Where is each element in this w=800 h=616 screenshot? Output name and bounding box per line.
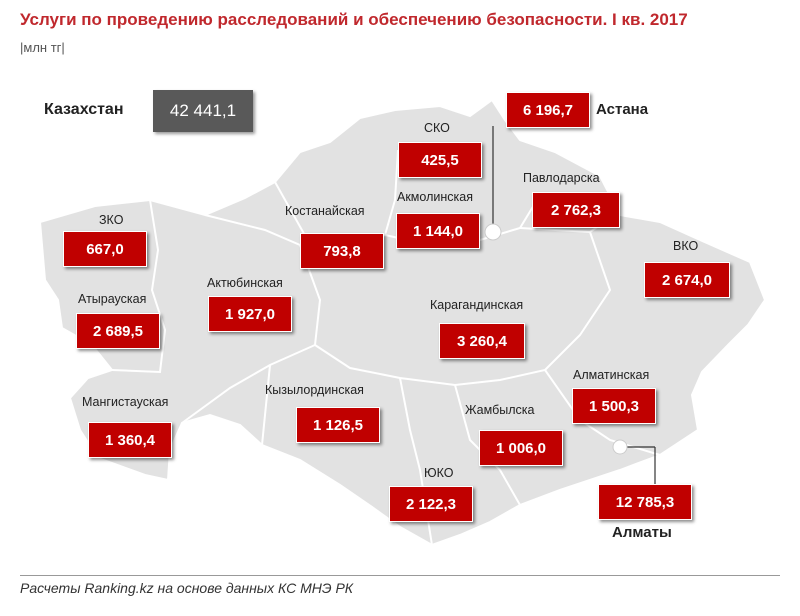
value-kostanay: 793,8 <box>300 233 384 269</box>
astana-marker <box>484 223 502 241</box>
region-label-kyzylorda: Кызылординская <box>265 383 364 397</box>
total-value: 42 441,1 <box>153 90 253 132</box>
region-label-almaty-region: Алматинская <box>573 368 650 382</box>
value-kyzylorda: 1 126,5 <box>296 407 380 443</box>
region-label-mangystau: Мангистауская <box>82 395 169 409</box>
value-almaty-city: 12 785,3 <box>598 484 692 520</box>
value-yuko: 2 122,3 <box>389 486 473 522</box>
value-mangystau: 1 360,4 <box>88 422 172 458</box>
unit-label: |млн тг| <box>20 40 65 55</box>
value-almaty-region: 1 500,3 <box>572 388 656 424</box>
region-label-karaganda: Карагандинская <box>430 298 524 312</box>
value-zhambyl: 1 006,0 <box>479 430 563 466</box>
region-label-sko: СКО <box>424 121 450 135</box>
region-label-zko: ЗКО <box>99 213 124 227</box>
city-label-almaty: Алматы <box>612 524 672 541</box>
value-sko: 425,5 <box>398 142 482 178</box>
region-label-kostanay: Костанайская <box>285 204 365 218</box>
region-label-pavlodar: Павлодарска <box>523 171 600 185</box>
region-label-zhambyl: Жамбылска <box>465 403 535 417</box>
value-zko: 667,0 <box>63 231 147 267</box>
source-footnote: Расчеты Ranking.kz на основе данных КС М… <box>20 580 354 596</box>
footer-divider <box>20 575 780 576</box>
value-karaganda: 3 260,4 <box>439 323 525 359</box>
value-pavlodar: 2 762,3 <box>532 192 620 228</box>
value-astana: 6 196,7 <box>506 92 590 128</box>
page-title: Услуги по проведению расследований и обе… <box>20 10 688 29</box>
value-atyrau: 2 689,5 <box>76 313 160 349</box>
almaty-marker <box>612 439 628 455</box>
value-vko: 2 674,0 <box>644 262 730 298</box>
region-label-atyrau: Атырауская <box>78 292 147 306</box>
value-aktobe: 1 927,0 <box>208 296 292 332</box>
total-label: Казахстан <box>44 101 124 118</box>
region-label-yuko: ЮКО <box>424 466 454 480</box>
region-label-akmola: Акмолинская <box>397 190 473 204</box>
value-akmola: 1 144,0 <box>396 213 480 249</box>
city-label-astana: Астана <box>596 101 649 118</box>
region-label-aktobe: Актюбинская <box>207 276 283 290</box>
region-label-vko: ВКО <box>673 239 699 253</box>
